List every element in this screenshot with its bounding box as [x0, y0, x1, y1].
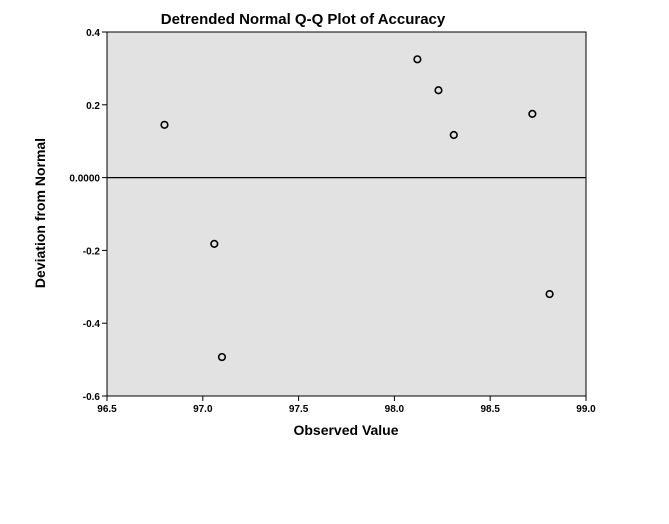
y-tick-label: -0.2	[83, 246, 101, 257]
y-tick-label: -0.4	[83, 319, 101, 330]
x-axis-ticks: 96.5 97.0 97.5 98.0 98.5 99.0	[97, 396, 596, 415]
data-point	[545, 289, 554, 299]
x-tick-label: 98.0	[385, 404, 405, 415]
plot-background	[106, 31, 587, 397]
x-tick-label: 99.0	[576, 404, 596, 415]
data-point	[449, 130, 458, 140]
data-point	[528, 109, 537, 118]
y-tick-label: 0.4	[86, 28, 100, 39]
x-tick-label: 97.0	[193, 404, 213, 415]
y-tick-label: 0.0000	[69, 174, 100, 185]
y-axis-label: Deviation from Normal	[32, 138, 48, 288]
data-point	[210, 239, 219, 248]
x-tick-label: 96.5	[97, 404, 117, 415]
data-point	[434, 86, 443, 95]
x-tick-label: 98.5	[480, 404, 500, 415]
data-point	[413, 55, 422, 64]
data-point	[160, 120, 169, 129]
data-points	[160, 55, 554, 362]
y-tick-label: 0.2	[86, 101, 100, 112]
data-point	[217, 352, 227, 362]
y-axis-ticks: 0.4 0.2 0.0000 -0.2 -0.4 -0.6	[69, 28, 107, 403]
y-tick-label: -0.6	[83, 392, 101, 403]
chart-title: Detrended Normal Q-Q Plot of Accuracy	[161, 11, 446, 28]
plot-area	[106, 31, 587, 397]
x-tick-label: 97.5	[289, 404, 309, 415]
x-axis-label: Observed Value	[293, 422, 398, 438]
